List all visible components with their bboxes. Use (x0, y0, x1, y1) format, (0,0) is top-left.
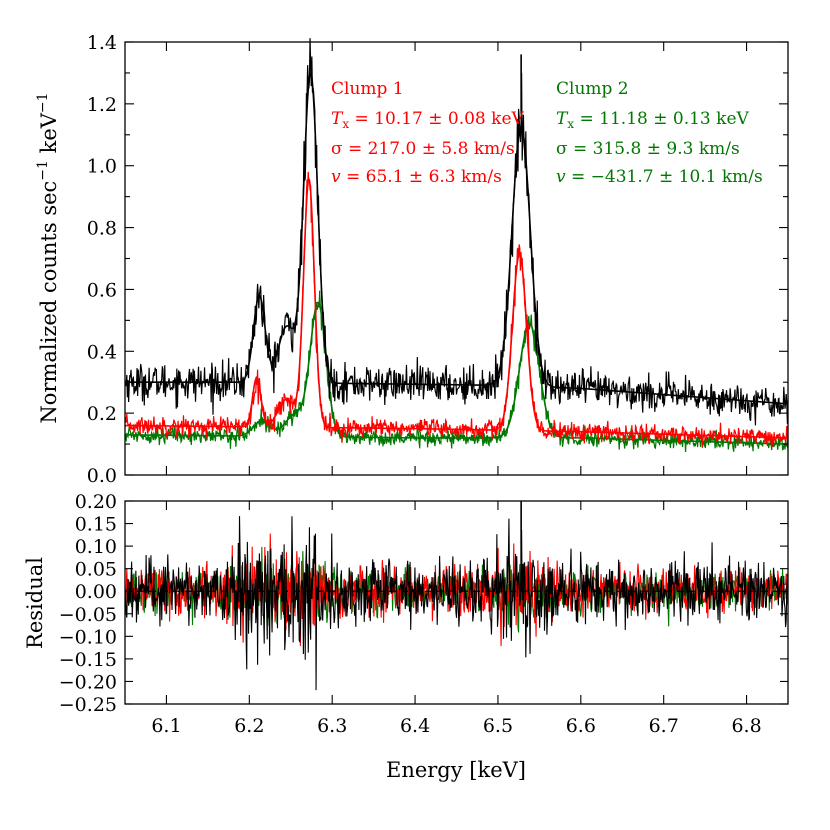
bottom-ticks (125, 500, 788, 705)
bottom-y-tick-label: −0.15 (59, 649, 117, 671)
top-panel: 0.0 0.2 0.4 0.6 0.8 1.0 1.2 1.4 Normalized coun… (35, 32, 789, 487)
bottom-y-tick-label: 0.15 (75, 514, 117, 536)
top-y-tick-label: 0.8 (87, 218, 117, 240)
clump1-annotation: Clump 1 Tx = 10.17 ± 0.08 keV σ = 217.0 … (331, 79, 525, 187)
bottom-x-tick-label: 6.5 (483, 715, 513, 737)
bottom-panel: −0.25−0.20−0.15−0.10−0.050.000.050.100.1… (23, 491, 789, 782)
top-y-tick-label: 0.2 (87, 403, 117, 425)
series-1-model-line (124, 177, 789, 439)
bottom-y-tick-label: 0.20 (75, 491, 117, 513)
top-y-tick-label: 1.0 (87, 156, 117, 178)
bottom-y-tick-label: −0.25 (59, 694, 117, 716)
bottom-x-tick-labels: 6.1 6.2 6.3 6.4 6.5 6.6 6.7 6.8 (151, 715, 761, 737)
top-y-tick-label: 0.0 (87, 465, 117, 487)
bottom-x-tick-label: 6.3 (317, 715, 347, 737)
series-2-model-line (124, 301, 789, 445)
bottom-y-tick-label: 0.00 (75, 581, 117, 603)
clump1-temperature: Tx = 10.17 ± 0.08 keV (331, 109, 525, 131)
bottom-x-tick-label: 6.6 (566, 715, 596, 737)
bottom-x-tick-label: 6.4 (400, 715, 430, 737)
top-panel-frame (124, 41, 789, 476)
clump1-dispersion: σ = 217.0 ± 5.8 km/s (331, 139, 515, 159)
top-y-tick-label: 0.4 (87, 341, 117, 363)
bottom-y-tick-label: −0.20 (59, 671, 117, 693)
top-y-tick-label: 0.6 (87, 279, 117, 301)
top-y-tick-label: 1.2 (87, 94, 117, 116)
bottom-x-tick-label: 6.1 (151, 715, 181, 737)
clump1-title: Clump 1 (331, 79, 404, 99)
top-y-axis-title: Normalized counts sec−1 keV−1 (35, 92, 61, 423)
top-y-tick-label: 1.4 (87, 32, 117, 54)
clump2-velocity: v = −431.7 ± 10.1 km/s (556, 167, 763, 187)
clump2-temperature: Tx = 11.18 ± 0.13 keV (556, 109, 750, 131)
clump2-dispersion: σ = 315.8 ± 9.3 km/s (556, 139, 740, 159)
bottom-y-tick-label: 0.05 (75, 559, 117, 581)
top-y-tick-labels: 0.0 0.2 0.4 0.6 0.8 1.0 1.2 1.4 (87, 32, 117, 487)
clump2-title: Clump 2 (556, 79, 629, 99)
bottom-y-tick-labels: −0.25−0.20−0.15−0.10−0.050.000.050.100.1… (59, 491, 117, 716)
bottom-series-group (124, 516, 789, 691)
series-0-model-line (125, 71, 789, 405)
series-0-data-line (124, 38, 789, 426)
series-1-data-line (124, 171, 789, 448)
bottom-y-tick-label: 0.10 (75, 536, 117, 558)
bottom-panel-frame (124, 500, 789, 705)
bottom-y-axis-title: Residual (23, 557, 47, 649)
bottom-y-tick-label: −0.05 (59, 604, 117, 626)
top-ticks (125, 41, 788, 476)
bottom-y-tick-label: −0.10 (59, 626, 117, 648)
clump2-annotation: Clump 2 Tx = 11.18 ± 0.13 keV σ = 315.8 … (556, 79, 763, 187)
bottom-x-tick-label: 6.7 (649, 715, 679, 737)
x-axis-title: Energy [keV] (386, 758, 526, 782)
clump1-velocity: v = 65.1 ± 6.3 km/s (331, 167, 502, 187)
bottom-x-tick-label: 6.8 (731, 715, 761, 737)
residual-series-0-line (124, 516, 789, 691)
bottom-x-tick-label: 6.2 (234, 715, 264, 737)
top-series-group (124, 38, 789, 453)
